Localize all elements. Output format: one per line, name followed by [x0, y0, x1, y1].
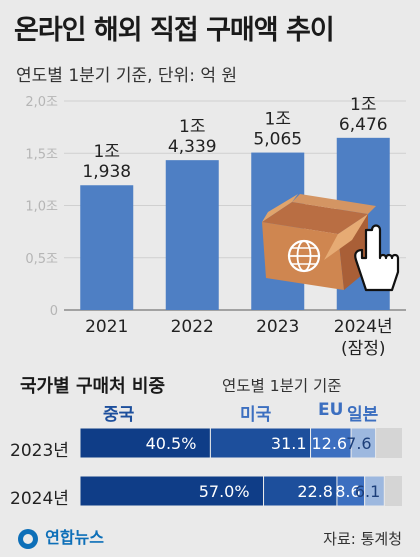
share-value-label: 31.1 [271, 434, 307, 453]
legend-usa: 미국 [240, 405, 272, 425]
globe-icon [287, 239, 321, 273]
chart-subtitle: 연도별 1분기 기준, 단위: 억 원 [16, 66, 238, 86]
y-tick-label: 0 [50, 304, 58, 319]
data-label-line2: 1,938 [82, 162, 131, 182]
x-tick-label: 2023 [256, 317, 299, 337]
bar-2022 [165, 160, 219, 310]
share-segment-미국 [263, 475, 338, 507]
data-label-line1: 1조 [350, 95, 376, 115]
x-tick-label: 2024년 [334, 317, 393, 337]
share-value-label: 7.6 [346, 434, 371, 453]
box-illustration [262, 194, 400, 292]
y-tick-label: 1,5조 [25, 147, 58, 162]
y-tick-label: 0,5조 [25, 252, 58, 267]
share-section-title: 국가별 구매처 비중 [20, 376, 166, 397]
logo-icon [18, 528, 38, 549]
share-value-label: 8.6 [335, 482, 360, 501]
y-tick-label: 2,0조 [25, 95, 58, 110]
share-segment-중국 [79, 475, 265, 507]
y-tick-label: 1,0조 [25, 200, 58, 215]
data-label-line1: 1조 [179, 117, 205, 137]
source-note: 자료: 통계청 [323, 530, 402, 548]
data-label-line1: 1조 [94, 142, 120, 162]
share-section-basis: 연도별 1분기 기준 [222, 377, 342, 395]
share-value-label: 57.0% [199, 482, 250, 501]
share-value-label: 12.6 [311, 434, 347, 453]
row-label-2023: 2023년 [10, 441, 69, 461]
x-tick-note: (잠정) [341, 339, 386, 359]
share-segment-중국 [79, 427, 211, 459]
legend-japan: 일본 [347, 405, 379, 425]
share-segment-미국 [209, 427, 312, 459]
data-label-line2: 6,476 [339, 115, 388, 135]
bar-2021 [80, 185, 134, 310]
legend-eu: EU [318, 400, 344, 420]
row-label-2024: 2024년 [10, 489, 69, 509]
legend-china: 중국 [103, 405, 135, 425]
logo-text: 연합뉴스 [45, 528, 104, 547]
share-value-label: 22.8 [297, 482, 333, 501]
share-segment-일본 [350, 427, 377, 459]
data-label-line2: 5,065 [253, 130, 302, 150]
share-value-label: 40.5% [146, 434, 197, 453]
box-icon [262, 194, 376, 290]
x-tick-label: 2021 [85, 317, 128, 337]
share-segment-EU [336, 475, 366, 507]
x-tick-label: 2022 [171, 317, 214, 337]
logo: 연합뉴스 [16, 524, 104, 549]
share-value-label: 6.1 [355, 482, 380, 501]
chart-title: 온라인 해외 직접 구매액 추이 [14, 15, 335, 46]
share-segment-일본 [364, 475, 385, 507]
data-label-line1: 1조 [265, 110, 291, 130]
data-label-line2: 4,339 [168, 137, 217, 157]
stacked-share-chart: 40.5% 31.1 12.6 7.6 57.0% 22.8 8.66.1 [79, 427, 402, 507]
hand-cursor-icon [354, 224, 400, 292]
share-segment-EU [310, 427, 352, 459]
